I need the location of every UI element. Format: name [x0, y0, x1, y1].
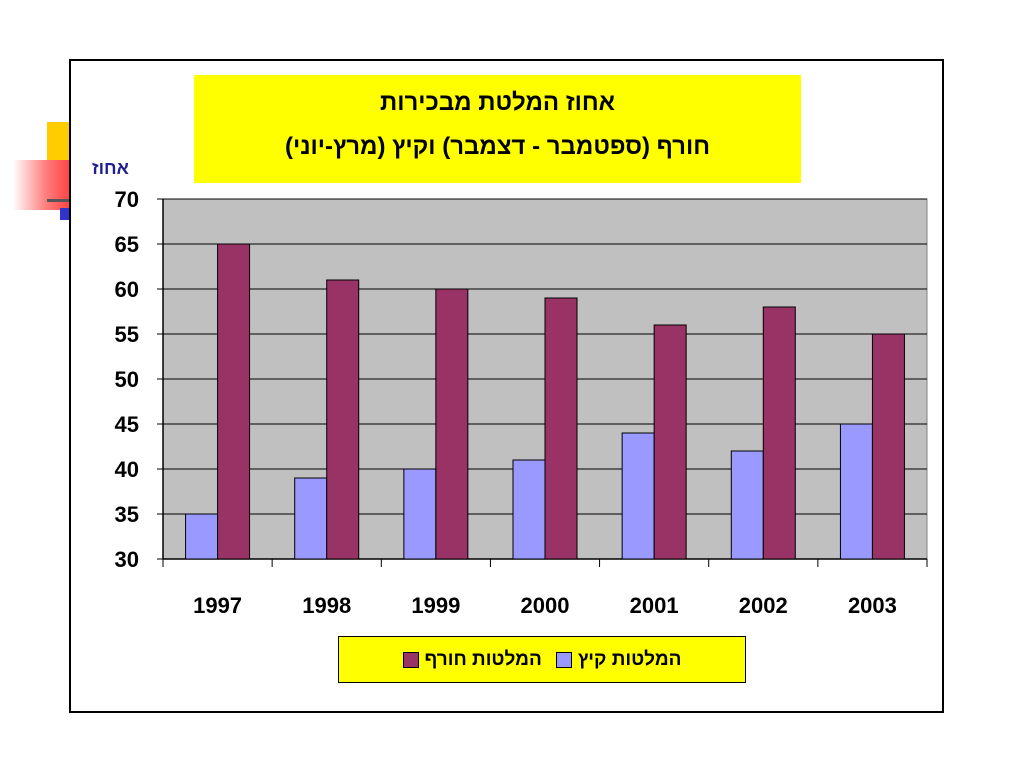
legend-label-winter: המלטות חורף	[424, 648, 542, 670]
y-tick-label: 55	[115, 322, 139, 347]
legend-label-summer: המלטות קיץ	[577, 648, 682, 670]
x-tick-label: 2003	[848, 593, 897, 618]
bar-summer-2001	[621, 432, 655, 560]
bar-winter-2000	[544, 297, 578, 560]
x-tick-label: 2002	[739, 593, 788, 618]
bar-winter-2001	[653, 324, 687, 560]
chart-subtitle: חורף (ספטמבר - דצמבר) וקיץ (מרץ-יוני)	[284, 133, 711, 160]
bar-summer-2000	[512, 459, 546, 560]
legend-item-summer: המלטות קיץ	[555, 648, 682, 671]
y-tick-label: 40	[115, 457, 139, 482]
legend-swatch-winter	[402, 651, 419, 668]
x-tick-label: 1998	[302, 593, 351, 618]
y-tick-label: 35	[115, 502, 139, 527]
y-tick-label: 65	[115, 232, 139, 257]
bar-summer-2002	[730, 450, 764, 560]
y-tick-label: 70	[115, 187, 139, 212]
bar-winter-2002	[762, 306, 796, 560]
decorative-line	[47, 199, 70, 202]
decorative-yellow-block	[47, 122, 73, 166]
bar-winter-1999	[435, 288, 469, 560]
x-tick-label: 1999	[411, 593, 460, 618]
y-tick-label: 45	[115, 412, 139, 437]
legend: המלטות קיץ המלטות חורף	[338, 636, 746, 683]
chart-title-box: אחוז המלטת מבכירות חורף (ספטמבר - דצמבר)…	[194, 75, 801, 183]
y-tick-label: 30	[115, 547, 139, 572]
y-tick-label: 50	[115, 367, 139, 392]
y-axis-label: אחוז	[92, 158, 129, 178]
bar-summer-2003	[839, 423, 873, 560]
bar-winter-1997	[217, 243, 251, 560]
bar-winter-2003	[871, 333, 905, 560]
x-tick-label: 2001	[630, 593, 679, 618]
legend-swatch-summer	[555, 651, 572, 668]
y-tick-label: 60	[115, 277, 139, 302]
x-tick-label: 2000	[521, 593, 570, 618]
decorative-blue-square	[60, 208, 70, 220]
bar-winter-1998	[326, 279, 360, 560]
chart-title: אחוז המלטת מבכירות	[380, 89, 615, 116]
bar-summer-1997	[185, 513, 219, 560]
x-tick-label: 1997	[193, 593, 242, 618]
bar-summer-1998	[294, 477, 328, 560]
bar-summer-1999	[403, 468, 437, 560]
legend-item-winter: המלטות חורף	[402, 648, 542, 671]
